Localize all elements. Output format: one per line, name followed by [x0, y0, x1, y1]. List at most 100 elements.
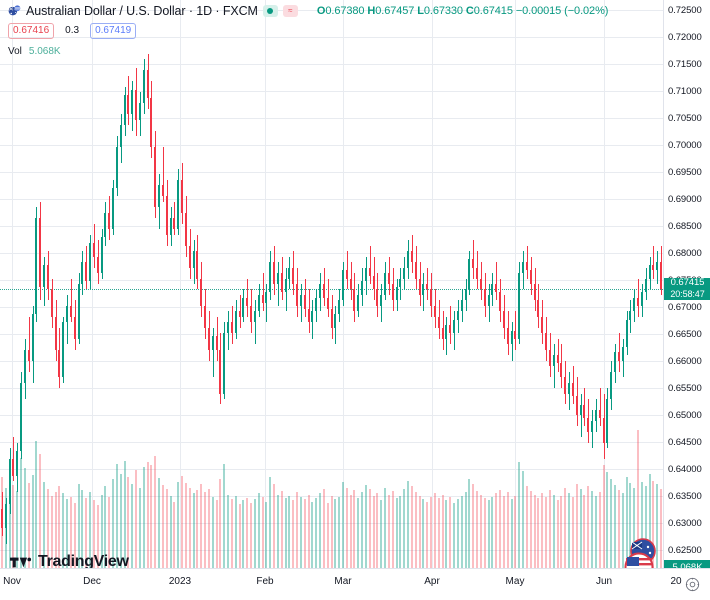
candle-wick — [328, 278, 329, 317]
price-tick-label: 0.64500 — [668, 437, 702, 448]
indicator-high-value[interactable]: 0.67419 — [90, 23, 137, 39]
price-tick-label: 0.70500 — [668, 113, 702, 124]
volume-bar — [587, 486, 589, 568]
candlestick-series-layer — [1, 53, 662, 545]
candle-wick — [558, 338, 559, 372]
candle-body — [380, 294, 382, 306]
candle-body — [20, 382, 22, 452]
ohlc-low-value: 0.67330 — [423, 5, 463, 17]
candle-body — [338, 300, 340, 315]
volume-bar — [350, 494, 352, 568]
volume-bar — [488, 500, 490, 568]
candle-body — [308, 308, 310, 323]
volume-bar — [173, 501, 175, 568]
aud-usd-flag-icon — [8, 4, 21, 15]
candle-body — [411, 251, 413, 263]
candle-body — [626, 319, 628, 347]
candle-body — [511, 330, 513, 345]
candle-body — [262, 294, 264, 304]
chart-legend: Australian Dollar / U.S. Dollar · 1D · F… — [8, 3, 608, 58]
gear-icon[interactable] — [685, 577, 700, 592]
candle-body — [101, 237, 103, 274]
candle-wick — [247, 278, 248, 317]
price-scale[interactable]: 0.67415 20:58:47 5.068K 0.725000.720000.… — [663, 0, 710, 575]
volume-bar — [258, 493, 260, 568]
volume-bar — [388, 494, 390, 568]
ohlc-high-label: H — [367, 5, 376, 17]
candle-body — [541, 316, 543, 334]
candle-body — [399, 278, 401, 287]
price-tick-label: 0.66000 — [668, 356, 702, 367]
candle-body — [120, 125, 122, 148]
time-tick-label: Mar — [334, 576, 352, 587]
usd-flag-badge-icon — [624, 552, 654, 568]
current-price-badge: 0.67415 20:58:47 — [664, 278, 710, 300]
candle-body — [549, 349, 551, 367]
volume-bar — [158, 478, 160, 568]
volume-bar — [74, 502, 76, 568]
candle-body — [55, 316, 57, 350]
volume-bar — [591, 491, 593, 568]
time-scale[interactable]: Nov Dec 2023 Feb Mar Apr May Jun 20 — [0, 568, 710, 600]
volume-bar — [93, 500, 95, 568]
approx-badge[interactable]: ≈ — [282, 5, 298, 17]
candle-body — [449, 325, 451, 334]
candle-body — [5, 504, 7, 528]
chart-plot-area[interactable]: TradingView — [0, 0, 663, 568]
volume-bar — [308, 494, 310, 568]
volume-bar — [262, 496, 264, 568]
horizontal-gridline — [0, 145, 663, 146]
candle-body — [16, 451, 18, 477]
volume-bar — [564, 487, 566, 568]
symbol-title[interactable]: Australian Dollar / U.S. Dollar · 1D · F… — [26, 4, 258, 18]
candle-wick — [29, 316, 30, 372]
volume-bar — [39, 453, 41, 568]
candle-wick — [600, 388, 601, 427]
horizontal-gridline — [0, 523, 663, 524]
volume-bar — [603, 465, 605, 568]
data-source-badge[interactable] — [262, 5, 278, 17]
volume-bar — [560, 495, 562, 568]
price-tick-label: 0.64000 — [668, 464, 702, 475]
candle-body — [250, 305, 252, 323]
horizontal-gridline — [0, 199, 663, 200]
candle-body — [273, 262, 275, 284]
candle-body — [304, 294, 306, 309]
volume-bar — [499, 489, 501, 568]
ohlc-low-label: L — [417, 5, 424, 17]
volume-bar — [223, 464, 225, 568]
volume-bar — [553, 494, 555, 568]
candle-body — [457, 311, 459, 320]
candle-body — [468, 259, 470, 290]
volume-bar — [652, 480, 654, 568]
candle-body — [127, 95, 129, 115]
volume-bar — [495, 493, 497, 568]
volume-bar — [292, 500, 294, 568]
volume-bar — [112, 479, 114, 568]
volume-bar — [549, 489, 551, 568]
candle-body — [365, 267, 367, 282]
candle-body — [28, 349, 30, 361]
volume-bar — [526, 486, 528, 568]
volume-bar — [445, 500, 447, 568]
volume-bar — [327, 502, 329, 568]
candle-body — [530, 270, 532, 284]
candle-body — [173, 218, 175, 230]
volume-bar — [622, 493, 624, 568]
horizontal-gridline — [0, 37, 663, 38]
indicator-mid-value[interactable]: 0.3 — [65, 25, 80, 36]
tradingview-logo-icon — [10, 557, 32, 567]
time-tick-label: May — [505, 576, 525, 587]
price-tick-label: 0.70000 — [668, 140, 702, 151]
candle-body — [453, 319, 455, 334]
volume-label[interactable]: Vol — [8, 45, 22, 57]
candle-body — [403, 267, 405, 279]
indicator-low-value[interactable]: 0.67416 — [8, 23, 55, 39]
volume-bar — [480, 494, 482, 568]
candle-body — [231, 322, 233, 334]
volume-bar — [411, 486, 413, 568]
volume-bar — [618, 489, 620, 568]
volume-bar — [185, 482, 187, 568]
current-price-countdown: 20:58:47 — [670, 288, 705, 299]
